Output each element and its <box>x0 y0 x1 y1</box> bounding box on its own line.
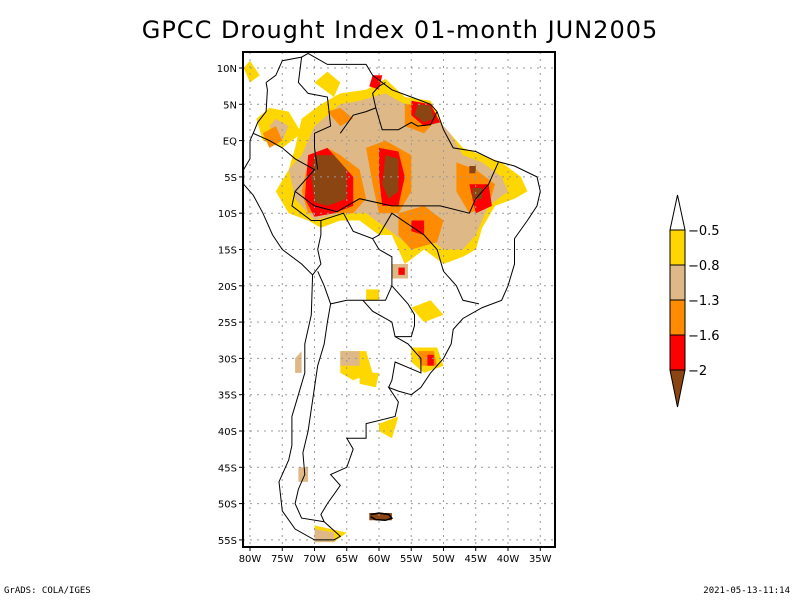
coastline <box>243 52 541 541</box>
y-tick-label: 45S <box>218 463 237 474</box>
gridlines <box>243 52 555 547</box>
x-tick-label: 45W <box>464 554 487 565</box>
x-tick-label: 40W <box>497 554 520 565</box>
x-tick-label: 70W <box>303 554 326 565</box>
chart-title: GPCC Drought Index 01-month JUN2005 <box>141 16 659 44</box>
drought-area-mild <box>243 60 260 83</box>
falkland-islands <box>370 512 394 522</box>
y-axis: 10N 5N EQ 5S 10S 15S 20S 25S 30S 35S 40S 45S 50S 55S <box>217 64 243 547</box>
coastline-layer <box>243 52 541 541</box>
drought-area-exceptional <box>311 155 347 206</box>
drought-area-extreme <box>427 354 434 366</box>
y-tick-label: 30S <box>218 354 237 365</box>
x-axis: 80W 75W 70W 65W 60W 55W 50W 45W 40W 35W <box>239 547 552 565</box>
timestamp: 2021-05-13-11:14 <box>703 586 790 596</box>
y-tick-label: 10N <box>217 64 237 75</box>
colorbar-swatch <box>669 264 686 301</box>
y-tick-label: 15S <box>218 246 237 257</box>
drought-area-severe <box>327 107 354 127</box>
colorbar-top-arrow <box>669 194 686 231</box>
border-venezuela-brazil <box>339 82 386 134</box>
grads-credit: GrADS: COLA/IGES <box>4 586 91 596</box>
drought-area-mild <box>314 71 341 97</box>
drought-area-moderate <box>314 529 334 543</box>
colorbar-label: −1.6 <box>688 329 720 344</box>
border-guianas <box>375 107 438 131</box>
x-tick-label: 75W <box>271 554 294 565</box>
x-tick-label: 65W <box>335 554 358 565</box>
colorbar-bottom-arrow <box>669 369 686 408</box>
border-peru <box>252 132 322 276</box>
drought-area-mild <box>411 300 444 323</box>
drought-fill-layer <box>243 60 528 543</box>
drought-area-exceptional <box>414 104 434 123</box>
colorbar-swatch <box>669 229 686 266</box>
drought-area-extreme <box>398 267 405 275</box>
colorbar-label: −1.3 <box>688 294 720 309</box>
y-tick-label: 35S <box>218 391 237 402</box>
colorbar-swatch <box>669 334 686 371</box>
drought-area-severe <box>262 126 283 148</box>
drought-area-mild <box>359 372 379 388</box>
border-colombia-venezuela <box>297 57 332 170</box>
y-tick-label: EQ <box>223 137 237 148</box>
x-tick-label: 60W <box>368 554 391 565</box>
x-tick-label: 55W <box>400 554 423 565</box>
y-tick-label: 40S <box>218 427 237 438</box>
y-tick-label: 50S <box>218 500 237 511</box>
y-tick-label: 5S <box>224 173 237 184</box>
colorbar-label: −0.8 <box>688 259 720 274</box>
colorbar-label: −0.5 <box>688 224 720 239</box>
drought-area-exceptional <box>472 187 483 199</box>
y-tick-label: 55S <box>218 536 237 547</box>
state-borders <box>294 162 499 214</box>
map-frame <box>242 51 556 548</box>
y-tick-label: 20S <box>218 282 237 293</box>
colorbar-label: −2 <box>688 364 707 379</box>
drought-area-moderate <box>295 351 302 373</box>
colorbar-swatch <box>669 299 686 336</box>
drought-area-exceptional <box>469 166 476 174</box>
state-borders <box>372 212 480 305</box>
y-tick-label: 5N <box>223 100 237 111</box>
border-paraguay <box>362 285 415 338</box>
drought-area-moderate <box>298 467 309 482</box>
y-tick-label: 10S <box>218 209 237 220</box>
x-tick-label: 50W <box>432 554 455 565</box>
colorbar-legend: −0.5 −0.8 −1.3 −1.6 −2 <box>669 194 720 408</box>
drought-area-mild <box>379 416 399 439</box>
drought-area-extreme <box>411 220 425 235</box>
y-tick-label: 25S <box>218 318 237 329</box>
border-uruguay <box>388 336 422 388</box>
border-chile-argentina <box>294 303 332 523</box>
drought-area-mild <box>366 289 379 301</box>
drought-area-moderate <box>269 118 289 141</box>
x-tick-label: 80W <box>239 554 262 565</box>
x-tick-label: 35W <box>529 554 552 565</box>
